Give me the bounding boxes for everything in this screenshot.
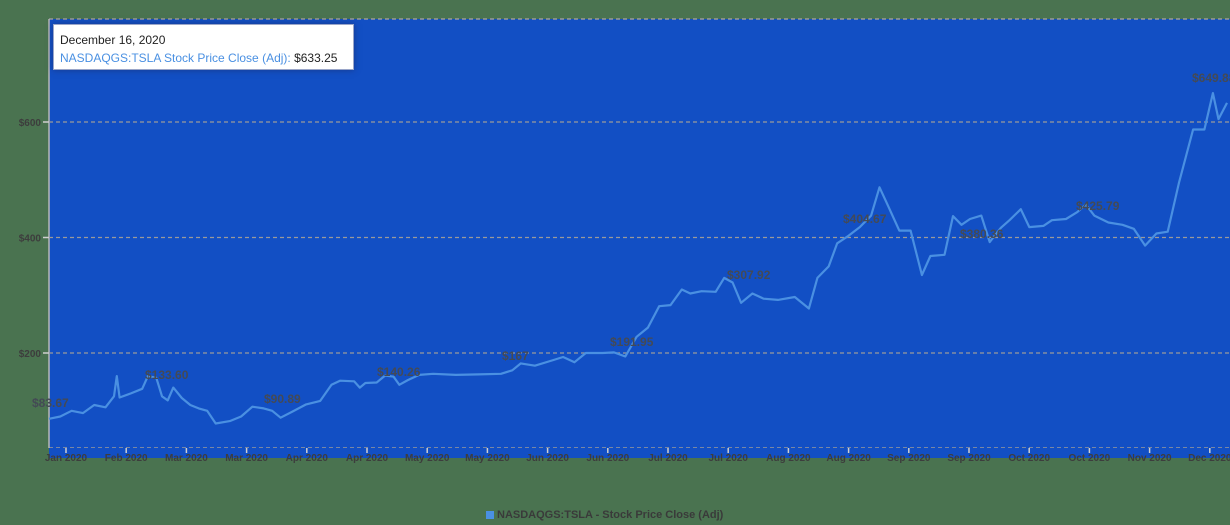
data-label: $140.26	[377, 365, 421, 379]
data-label: $90.89	[264, 392, 301, 406]
x-tick-label: Aug 2020	[826, 453, 871, 464]
x-tick-label: Dec 2020	[1188, 453, 1230, 464]
plot-area	[49, 19, 1230, 452]
x-tick-label: Mar 2020	[165, 453, 208, 464]
tooltip-separator: :	[287, 51, 295, 65]
legend-label: NASDAQGS:TSLA - Stock Price Close (Adj)	[497, 509, 724, 521]
tooltip-value: $633.25	[294, 51, 338, 65]
x-tick-label: Oct 2020	[1069, 453, 1111, 464]
x-tick-label: Jun 2020	[586, 453, 629, 464]
data-label: $191.95	[610, 335, 654, 349]
x-tick-label: Apr 2020	[286, 453, 329, 464]
hover-tooltip: December 16, 2020 NASDAQGS:TSLA Stock Pr…	[53, 24, 354, 70]
x-tick-label: Oct 2020	[1008, 453, 1050, 464]
data-label: $425.79	[1076, 199, 1120, 213]
x-tick-label: Feb 2020	[105, 453, 148, 464]
x-tick-label: May 2020	[465, 453, 510, 464]
x-tick-label: Jul 2020	[708, 453, 748, 464]
tooltip-date: December 16, 2020	[60, 33, 166, 47]
y-tick-label: $400	[19, 234, 42, 245]
data-label: $83.67	[32, 396, 69, 410]
x-axis: Jan 2020 Feb 2020 Mar 2020 Mar 2020 Apr 2020…	[45, 448, 1230, 464]
y-tick-label: $200	[19, 349, 42, 360]
x-tick-label: Jan 2020	[45, 453, 88, 464]
y-tick-label: $600	[19, 118, 42, 129]
x-tick-label: Nov 2020	[1128, 453, 1172, 464]
data-labels: $83.67 $133.60 $90.89 $140.26 $167 $191.95 $30…	[32, 71, 1230, 410]
x-tick-label: Apr 2020	[346, 453, 389, 464]
data-label: $649.88	[1192, 71, 1230, 85]
data-label: $380.36	[960, 227, 1004, 241]
legend-swatch-icon	[486, 511, 494, 519]
x-tick-label: Jun 2020	[526, 453, 569, 464]
data-label: $167	[502, 349, 529, 363]
legend-item[interactable]: NASDAQGS:TSLA - Stock Price Close (Adj)	[486, 509, 723, 521]
x-tick-label: Aug 2020	[766, 453, 811, 464]
data-label: $404.67	[843, 212, 887, 226]
data-label: $133.60	[145, 368, 189, 382]
x-tick-label: Jul 2020	[648, 453, 688, 464]
x-tick-label: Sep 2020	[947, 453, 991, 464]
data-label: $307.92	[727, 268, 771, 282]
tooltip-row: NASDAQGS:TSLA Stock Price Close (Adj): $…	[60, 49, 353, 67]
x-tick-label: Mar 2020	[225, 453, 268, 464]
price-line[interactable]	[48, 91, 1228, 425]
x-tick-label: Sep 2020	[887, 453, 931, 464]
x-tick-label: May 2020	[405, 453, 450, 464]
tooltip-series-label: NASDAQGS:TSLA Stock Price Close (Adj)	[60, 51, 288, 65]
y-axis: $200 $400 $600	[19, 118, 49, 360]
